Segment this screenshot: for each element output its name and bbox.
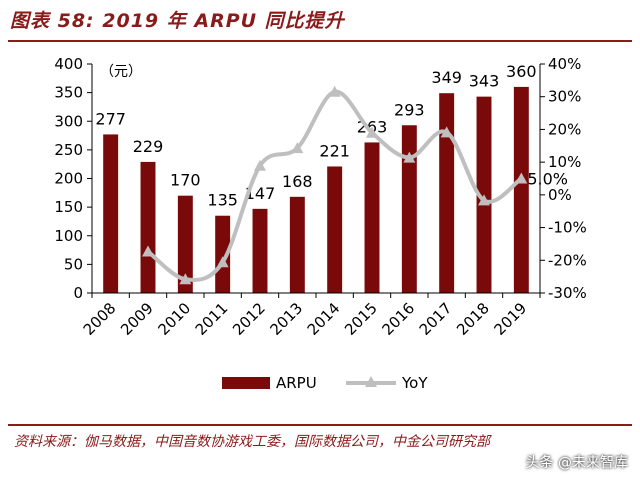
x-tick-label: 2013 [266, 299, 306, 339]
watermark: 头条 @未来智库 [525, 455, 628, 471]
arpu-bar [140, 161, 156, 293]
x-tick-label: 2018 [453, 299, 493, 339]
yoy-marker [291, 142, 304, 154]
arpu-bar [327, 166, 343, 293]
right-tick-label: -20% [548, 251, 587, 269]
legend-yoy-marker [365, 376, 377, 387]
arpu-bar [364, 142, 380, 293]
left-tick-label: 250 [54, 141, 83, 159]
x-tick-label: 2016 [378, 299, 418, 339]
yoy-marker [478, 194, 490, 206]
left-y-axis: 0 50 100 150 200 250 300 350 400 [54, 55, 93, 302]
left-tick-label: 400 [54, 55, 83, 73]
right-tick-label: 30% [548, 88, 581, 106]
arpu-data-label: 229 [133, 137, 164, 156]
left-tick-label: 150 [54, 198, 83, 216]
legend-arpu-label: ARPU [276, 374, 317, 392]
arpu-bar [177, 195, 193, 293]
left-tick-label: 50 [64, 255, 83, 273]
arpu-bar [103, 134, 119, 293]
legend-arpu-swatch [222, 377, 270, 389]
right-tick-label: 40% [548, 55, 581, 73]
x-tick-label: 2017 [416, 299, 456, 339]
arpu-data-labels: 277229170135147168221263293349343360 [95, 62, 536, 210]
x-tick-label: 2011 [192, 299, 232, 339]
arpu-bar [289, 196, 305, 293]
right-tick-label: 10% [548, 153, 581, 171]
left-tick-label: 100 [54, 227, 83, 245]
yoy-marker [440, 126, 453, 138]
yoy-marker [254, 159, 266, 171]
x-tick-label: 2008 [80, 299, 120, 339]
yoy-marker [328, 85, 341, 97]
x-tick-label: 2014 [304, 299, 344, 339]
source-divider [8, 424, 632, 426]
legend-yoy-label: YoY [401, 374, 428, 392]
yoy-annotation: 5.0% [527, 170, 568, 189]
yoy-line [142, 85, 528, 285]
arpu-bars [103, 86, 529, 294]
arpu-data-label: 170 [170, 171, 201, 190]
left-tick-label: 300 [54, 112, 83, 130]
arpu-data-label: 343 [469, 72, 500, 91]
yoy-marker [515, 172, 528, 184]
arpu-bar [252, 208, 268, 293]
left-tick-label: 0 [73, 284, 83, 302]
arpu-data-label: 135 [207, 191, 238, 210]
x-tick-label: 2009 [117, 299, 157, 339]
yoy-marker [179, 273, 192, 285]
arpu-bar [215, 215, 231, 293]
chart-title: 图表 58: 2019 年 ARPU 同比提升 [10, 10, 345, 32]
arpu-data-label: 277 [95, 109, 126, 128]
arpu-bar [401, 125, 417, 293]
arpu-data-label: 221 [319, 141, 350, 160]
left-tick-label: 350 [54, 84, 83, 102]
title-divider [8, 40, 632, 42]
legend: ARPU YoY [222, 374, 428, 392]
arpu-data-label: 360 [506, 62, 537, 81]
x-axis: 2008200920102011201220132014201520162017… [80, 292, 541, 339]
arpu-data-label: 293 [394, 100, 425, 119]
right-tick-label: -30% [548, 284, 587, 302]
arpu-bar [439, 93, 455, 293]
arpu-chart: 0 50 100 150 200 250 300 350 400 -30% -20% -10% 0% 1… [54, 55, 587, 392]
right-y-axis: -30% -20% -10% 0% 10% 20% 30% 40% [539, 55, 587, 302]
x-tick-label: 2015 [341, 299, 381, 339]
arpu-data-label: 168 [282, 172, 313, 191]
right-tick-label: -10% [548, 219, 587, 237]
yoy-marker [366, 126, 378, 138]
unit-label: （元） [100, 64, 142, 80]
arpu-bar [513, 86, 529, 294]
x-tick-label: 2012 [229, 299, 269, 339]
yoy-marker [216, 256, 229, 268]
left-tick-label: 200 [54, 170, 83, 188]
source-note: 资料来源：伽马数据，中国音数协游戏工委，国际数据公司，中金公司研究部 [14, 434, 490, 450]
x-tick-label: 2019 [490, 299, 530, 339]
right-tick-label: 20% [548, 120, 581, 138]
yoy-marker [142, 245, 154, 257]
right-tick-label: 0% [548, 186, 572, 204]
x-tick-label: 2010 [154, 299, 194, 339]
arpu-data-label: 349 [431, 68, 462, 87]
arpu-data-label: 147 [245, 184, 276, 203]
yoy-marker [403, 151, 416, 163]
